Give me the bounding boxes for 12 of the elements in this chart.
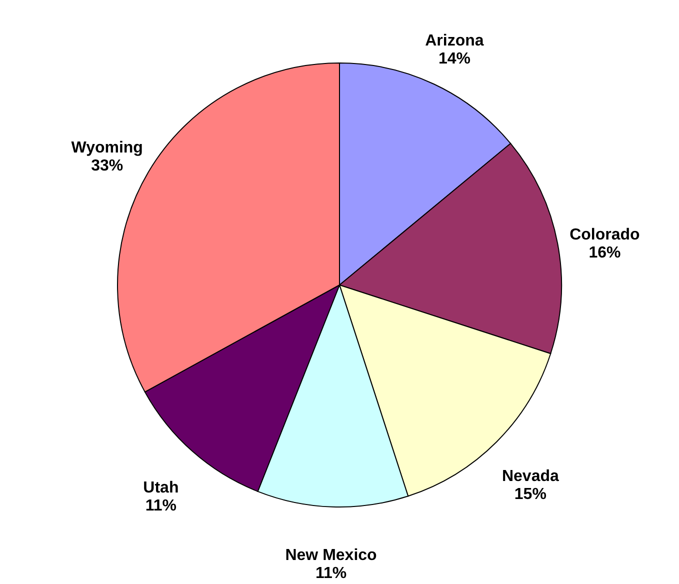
data-label: 33% (91, 158, 124, 175)
data-label: 14% (438, 50, 470, 68)
slice-label: Wyoming (71, 140, 143, 157)
slice-label: New Mexico (285, 546, 378, 564)
data-label: 16% (588, 244, 621, 262)
data-label: 11% (145, 498, 177, 515)
slice-label: Arizona (425, 32, 484, 50)
data-label: 11% (315, 564, 347, 582)
slice-label: Utah (143, 480, 179, 497)
data-label: 15% (514, 486, 546, 503)
slice-label: Colorado (570, 226, 640, 244)
slice-label: Nevada (502, 468, 559, 485)
